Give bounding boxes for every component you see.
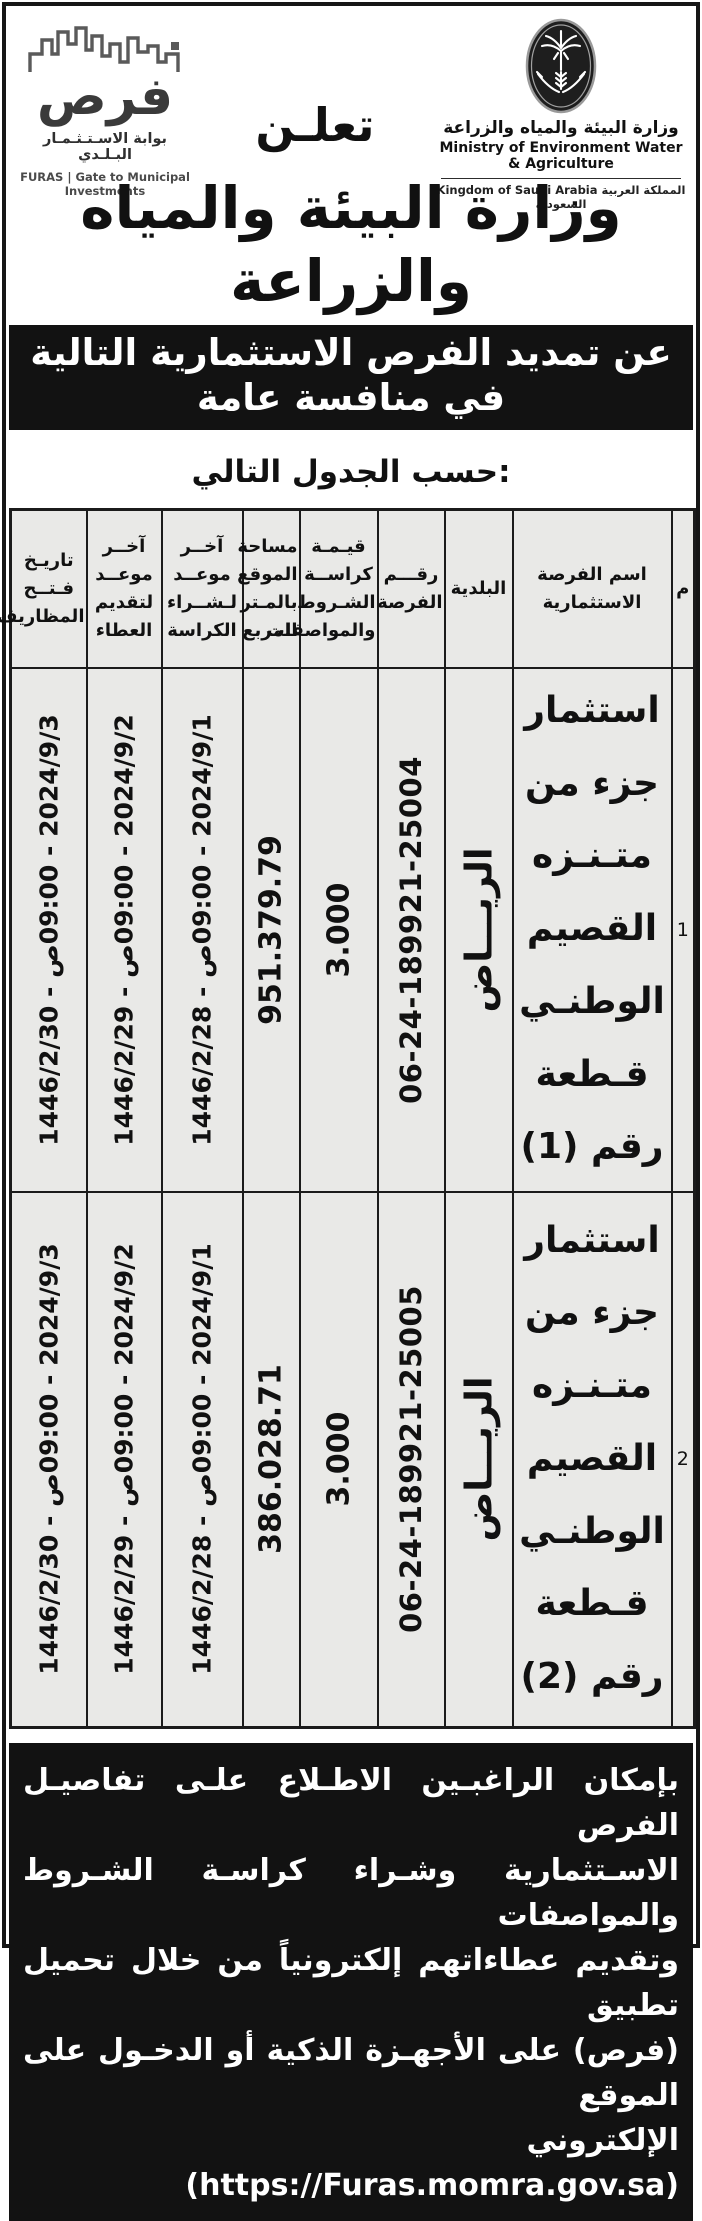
opportunity-number-rotated-text: 06-24-189921-25004: [394, 755, 428, 1104]
footer-line-1: بإمكان الراغبـين الاطـلاع علـى تفاصيـل ا…: [23, 1763, 679, 1843]
booklet-value-cell: 3.000: [298, 1190, 379, 1729]
table-header-row: م اسم الفرصة الاستثمارية البلدية رقـــم …: [0, 508, 696, 669]
site-area-cell: 951.379.79: [241, 666, 301, 1193]
municipality-rotated-text: الريـــاض: [457, 846, 500, 1013]
banner-line-1: عن تمديد الفرص الاستثمارية التالية: [30, 331, 672, 374]
ministry-logo: وزارة البيئة والمياه والزراعة Ministry o…: [435, 18, 687, 211]
col-header-serial: م: [670, 508, 696, 669]
ministry-title: وزارة البيئة والمياه والزراعة: [80, 174, 622, 315]
col-header-booklet-value: قيـمـة كراســة الشـروط والمواصفات: [267, 508, 379, 669]
furas-wordmark: فرص: [36, 67, 174, 127]
booklet-purchase-deadline-cell: 2024/9/1 - 09:00ص - 1446/2/28: [160, 1190, 244, 1729]
furas-tagline-english: FURAS | Gate to Municipal Investments: [20, 169, 190, 198]
booklet-purchase-deadline-rotated-text: 2024/9/1 - 09:00ص - 1446/2/28: [187, 713, 217, 1146]
table-row: 2 استثمار جزء من متـنـزه القصيم الوطنـي …: [9, 1190, 696, 1729]
opportunity-number-cell: 06-24-189921-25004: [376, 666, 446, 1193]
banner-line-2: في منافسة عامة: [196, 376, 506, 419]
row-serial: 2: [670, 1190, 696, 1729]
kingdom-line: Kingdom of Saudi Arabia المملكة العربية …: [436, 183, 686, 211]
furas-logo: فرص بوابة الاسـتـثـمـار البـلـدي FURAS |…: [15, 18, 195, 198]
announcement-banner: عن تمديد الفرص الاستثمارية التالية في من…: [9, 325, 693, 430]
envelope-opening-date-cell: 2024/9/3 - 09:00ص - 1446/2/30: [9, 1190, 88, 1729]
municipality-cell: الريـــاض: [443, 666, 514, 1193]
footer-line-url: الإلكتروني (https://Furas.momra.gov.sa): [185, 2123, 679, 2203]
furas-skyline-icon: [15, 18, 195, 74]
top-bar: فرص بوابة الاسـتـثـمـار البـلـدي FURAS |…: [9, 8, 693, 211]
bid-submission-deadline-cell: 2024/9/2 - 09:00ص - 1446/2/29: [85, 666, 163, 1193]
opportunities-table: م اسم الفرصة الاستثمارية البلدية رقـــم …: [0, 508, 696, 1729]
col-header-municipality: البلدية: [443, 508, 514, 669]
booklet-purchase-deadline-cell: 2024/9/1 - 09:00ص - 1446/2/28: [160, 666, 244, 1193]
ministry-name-arabic: وزارة البيئة والمياه والزراعة: [443, 118, 679, 138]
opportunity-number-cell: 06-24-189921-25005: [376, 1190, 446, 1729]
site-area-rotated-text: 386.028.71: [253, 1364, 289, 1555]
bid-submission-deadline-cell: 2024/9/2 - 09:00ص - 1446/2/29: [85, 1190, 163, 1729]
announce-word: تعلـن: [255, 98, 375, 152]
footer-line-4: (فرص) على الأجهـزة الذكية أو الدخـول على…: [23, 2033, 679, 2113]
col-header-bid-submission-deadline: آخــر موعــد لتقديم العطاء: [85, 508, 163, 669]
footer-line-3: وتقديم عطاءاتهم إلكترونياً من خلال تحميل…: [23, 1943, 679, 2023]
row-serial: 1: [670, 666, 696, 1193]
table-row: 1 استثمار جزء من متـنـزه القصيم الوطنـي …: [9, 666, 696, 1193]
col-header-booklet-purchase-deadline: آخــر موعــد لـشــراء الكراسة: [160, 508, 244, 669]
bid-submission-deadline-rotated-text: 2024/9/2 - 09:00ص - 1446/2/29: [109, 1243, 139, 1675]
footer-line-2: الاسـتثمارية وشـراء كراسـة الشـروط والمو…: [23, 1853, 679, 1933]
booklet-purchase-deadline-rotated-text: 2024/9/1 - 09:00ص - 1446/2/28: [187, 1243, 217, 1675]
col-header-site-area: مساحة الموقع بالمـتر المربع: [237, 508, 301, 669]
opportunity-name: استثمار جزء من متـنـزه القصيم الوطنـي قـ…: [511, 1190, 673, 1729]
col-header-opportunity-number: رقـــم الفرصة: [376, 508, 446, 669]
ministry-name-english: Ministry of Environment Water & Agricult…: [439, 140, 683, 172]
booklet-value-cell: 3.000: [298, 666, 379, 1193]
envelope-opening-date-rotated-text: 2024/9/3 - 09:00ص - 1446/2/30: [34, 713, 64, 1146]
envelope-opening-date-cell: 2024/9/3 - 09:00ص - 1446/2/30: [9, 666, 88, 1193]
opportunity-name: استثمار جزء من متـنـزه القصيم الوطنـي قـ…: [511, 666, 673, 1193]
site-area-cell: 386.028.71: [241, 1190, 301, 1729]
col-header-envelope-opening-date: تاريـخ فـتــح المظاريف: [0, 508, 88, 669]
booklet-value-rotated-text: 3.000: [321, 882, 356, 977]
table-intro: حسب الجدول التالي:: [191, 454, 511, 490]
ministry-emblem-icon: [435, 18, 687, 114]
municipality-cell: الريـــاض: [443, 1190, 514, 1729]
booklet-value-rotated-text: 3.000: [321, 1411, 356, 1507]
footer-notice: بإمكان الراغبـين الاطـلاع علـى تفاصيـل ا…: [9, 1743, 693, 2221]
ministry-divider: [441, 178, 681, 179]
municipality-rotated-text: الريـــاض: [457, 1376, 500, 1542]
envelope-opening-date-rotated-text: 2024/9/3 - 09:00ص - 1446/2/30: [34, 1243, 64, 1675]
opportunity-number-rotated-text: 06-24-189921-25005: [394, 1285, 428, 1634]
bid-submission-deadline-rotated-text: 2024/9/2 - 09:00ص - 1446/2/29: [109, 713, 139, 1146]
site-area-rotated-text: 951.379.79: [253, 834, 289, 1025]
furas-tagline-arabic: بوابة الاسـتـثـمـار البـلـدي: [43, 130, 167, 163]
col-header-opportunity-name: اسم الفرصة الاستثمارية: [511, 508, 673, 669]
